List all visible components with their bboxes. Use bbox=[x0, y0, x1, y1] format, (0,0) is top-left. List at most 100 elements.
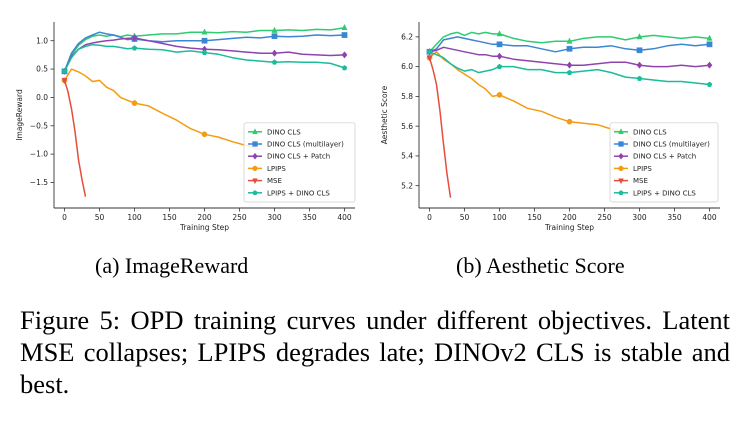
imagereward-chart: 0 50 100 150 200 250 300 350 400 −1.5 −1.0 −0.5 0.0 0… bbox=[15, 22, 356, 232]
legend-marker bbox=[252, 128, 258, 134]
series-line-lpips-dino-cls bbox=[429, 51, 710, 86]
legend-marker bbox=[618, 152, 624, 160]
data-point-dino-cls-multilayer bbox=[706, 41, 713, 48]
data-point-dino-cls-multilayer bbox=[271, 33, 278, 40]
y-tick-label: 1.0 bbox=[36, 36, 48, 45]
series-line-dino-cls bbox=[63, 26, 345, 72]
y-tick-label: −0.5 bbox=[30, 121, 48, 130]
x-tick-label: 250 bbox=[597, 213, 612, 222]
data-point-dino-cls-multilayer bbox=[341, 32, 348, 38]
series-lpips-dino-cls bbox=[61, 43, 348, 74]
series-line-lpips bbox=[63, 68, 261, 151]
y-tick-label: 6.0 bbox=[401, 62, 413, 71]
y-axis-label: ImageReward bbox=[15, 89, 24, 141]
data-point-lpips-dino-cls bbox=[201, 49, 208, 55]
series-lpips-dino-cls bbox=[426, 48, 713, 87]
x-tick-label: 50 bbox=[460, 213, 470, 222]
x-tick-label: 300 bbox=[267, 213, 282, 222]
x-tick-label: 0 bbox=[427, 213, 432, 222]
data-point-lpips bbox=[566, 118, 573, 125]
data-point-dino-cls-multilayer bbox=[496, 41, 503, 48]
series-mse bbox=[61, 78, 87, 197]
legend-label: DINO CLS + Patch bbox=[633, 153, 696, 161]
y-tick-label: 5.6 bbox=[401, 122, 413, 131]
data-point-lpips-dino-cls bbox=[636, 75, 643, 81]
legend-marker bbox=[618, 128, 624, 134]
x-tick-label: 150 bbox=[162, 213, 177, 222]
legend-marker bbox=[618, 178, 624, 185]
data-point-dino-cls-multilayer bbox=[201, 37, 208, 44]
series-line-dino-cls-multilayer bbox=[429, 36, 710, 53]
x-tick-label: 350 bbox=[667, 213, 682, 222]
x-axis-label: Training Step bbox=[179, 223, 229, 232]
data-point-mse bbox=[61, 78, 68, 85]
data-point-dino-cls bbox=[271, 26, 278, 33]
legend-marker bbox=[618, 141, 624, 147]
legend-marker bbox=[252, 190, 258, 195]
series-line-lpips-dino-cls bbox=[63, 43, 345, 72]
data-point-lpips-dino-cls bbox=[566, 69, 573, 75]
y-tick-label: 6.2 bbox=[401, 32, 413, 41]
data-point-lpips bbox=[496, 92, 503, 98]
data-point-dino-cls-patch bbox=[706, 61, 713, 69]
data-point-dino-cls-multilayer bbox=[566, 45, 573, 52]
y-tick-label: −1.5 bbox=[30, 178, 48, 187]
y-tick-label: −1.0 bbox=[30, 150, 48, 159]
x-tick-label: 250 bbox=[232, 213, 247, 222]
series-line-dino-cls bbox=[428, 31, 710, 53]
legend: DINO CLS DINO CLS (multilayer) DINO CLS + … bbox=[609, 122, 719, 203]
data-point-lpips-dino-cls bbox=[131, 45, 138, 51]
aesthetic-score-chart: 0 50 100 150 200 250 300 350 400 5.2 5.4 5.6 5.8 6.0 6… bbox=[380, 22, 720, 232]
data-point-dino-cls-multilayer bbox=[636, 47, 643, 54]
legend-label: MSE bbox=[633, 177, 648, 185]
series-lpips bbox=[61, 68, 261, 151]
x-tick-label: 350 bbox=[302, 213, 317, 222]
legend-box bbox=[243, 122, 356, 203]
x-tick-label: 200 bbox=[562, 213, 577, 222]
series-line-mse bbox=[428, 57, 452, 198]
series-line-lpips bbox=[429, 51, 634, 141]
x-tick-label: 100 bbox=[127, 213, 142, 222]
x-tick-label: 50 bbox=[95, 213, 105, 222]
data-point-lpips-dino-cls bbox=[426, 48, 433, 55]
y-tick-label: 0.0 bbox=[36, 93, 48, 102]
x-tick-label: 200 bbox=[197, 213, 212, 222]
legend-box bbox=[609, 122, 719, 203]
x-tick-label: 400 bbox=[702, 213, 717, 222]
y-tick-label: 5.4 bbox=[401, 152, 413, 161]
data-point-dino-cls-patch bbox=[636, 61, 643, 69]
data-point-dino-cls-patch bbox=[131, 34, 138, 42]
series-line-dino-cls-multilayer bbox=[63, 31, 345, 72]
series-dino-cls-patch bbox=[426, 46, 713, 69]
data-point-dino-cls bbox=[201, 28, 208, 35]
x-axis-label: Training Step bbox=[544, 223, 594, 232]
data-point-dino-cls bbox=[636, 33, 643, 40]
data-point-lpips bbox=[201, 131, 208, 138]
series-lpips bbox=[426, 51, 634, 141]
series-mse bbox=[426, 55, 452, 198]
data-point-dino-cls bbox=[706, 34, 713, 41]
figure-caption: Figure 5: OPD training curves under diff… bbox=[20, 305, 730, 399]
data-point-lpips-dino-cls bbox=[341, 65, 348, 71]
legend-label: DINO CLS (multilayer) bbox=[633, 141, 710, 149]
y-tick-label: 5.8 bbox=[401, 92, 413, 101]
data-point-dino-cls-patch bbox=[496, 52, 503, 60]
data-point-dino-cls-patch bbox=[271, 49, 278, 57]
legend-label: LPIPS bbox=[267, 165, 286, 173]
x-tick-label: 100 bbox=[492, 213, 507, 222]
y-tick-label: 5.2 bbox=[401, 181, 413, 190]
legend-marker bbox=[618, 165, 624, 172]
data-point-mse bbox=[426, 55, 433, 62]
data-point-dino-cls bbox=[341, 23, 348, 31]
legend-marker bbox=[252, 152, 258, 160]
data-point-lpips-dino-cls bbox=[271, 59, 278, 65]
legend: DINO CLS DINO CLS (multilayer) DINO CLS + … bbox=[243, 122, 356, 203]
legend-marker bbox=[252, 165, 258, 172]
series-line-dino-cls-patch bbox=[429, 46, 710, 68]
legend-label: MSE bbox=[267, 177, 282, 185]
series-line-dino-cls-patch bbox=[63, 37, 345, 72]
x-tick-label: 400 bbox=[337, 213, 352, 222]
x-tick-label: 150 bbox=[527, 213, 542, 222]
data-point-dino-cls bbox=[566, 37, 573, 44]
y-tick-label: 0.5 bbox=[36, 65, 48, 74]
